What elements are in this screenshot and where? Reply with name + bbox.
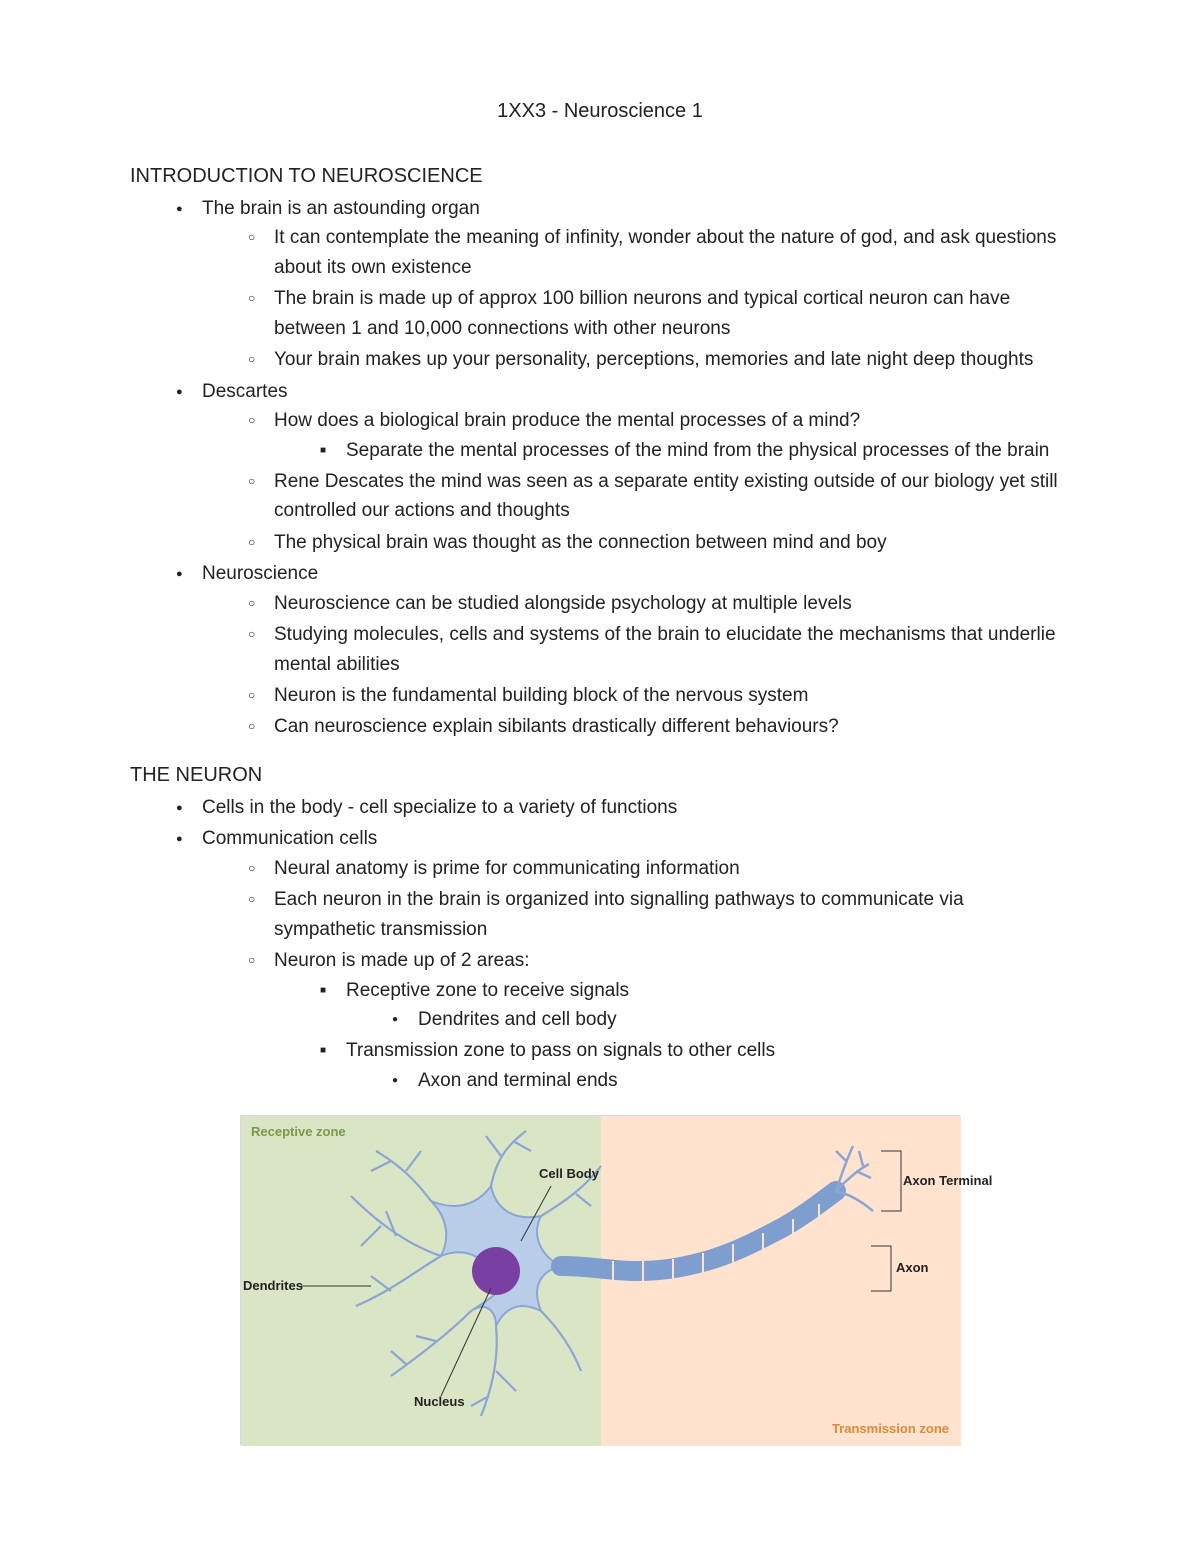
list-text: Transmission zone to pass on signals to … [346, 1040, 775, 1061]
list-item: Neuron is the fundamental building block… [248, 681, 1070, 710]
list-text: Communication cells [202, 828, 377, 849]
label-axon: Axon [896, 1260, 929, 1275]
neuron-list: Cells in the body - cell specialize to a… [130, 793, 1070, 1095]
list-item: Neuroscience can be studied alongside ps… [248, 589, 1070, 618]
sublist: Separate the mental processes of the min… [274, 436, 1070, 465]
list-item: Cells in the body - cell specialize to a… [176, 793, 1070, 822]
list-item: Rene Descates the mind was seen as a sep… [248, 467, 1070, 526]
section-heading-intro: INTRODUCTION TO NEUROSCIENCE [130, 165, 1070, 188]
list-text: How does a biological brain produce the … [274, 410, 860, 431]
list-item: Dendrites and cell body [392, 1005, 1070, 1034]
label-dendrites: Dendrites [243, 1278, 303, 1293]
list-text: Descartes [202, 381, 288, 402]
label-cell-body: Cell Body [539, 1166, 599, 1181]
sublist: It can contemplate the meaning of infini… [202, 223, 1070, 374]
list-text: The brain is an astounding organ [202, 198, 480, 219]
list-item: Each neuron in the brain is organized in… [248, 885, 1070, 944]
list-item: Studying molecules, cells and systems of… [248, 620, 1070, 679]
list-item: Descartes How does a biological brain pr… [176, 377, 1070, 558]
list-item: The brain is made up of approx 100 billi… [248, 284, 1070, 343]
receptive-zone-label: Receptive zone [251, 1124, 346, 1139]
sublist: Axon and terminal ends [346, 1066, 1070, 1095]
neuron-diagram-svg [241, 1116, 961, 1446]
sublist: Dendrites and cell body [346, 1005, 1070, 1034]
list-item: Neuron is made up of 2 areas: Receptive … [248, 946, 1070, 1095]
list-item: Neural anatomy is prime for communicatin… [248, 854, 1070, 883]
label-nucleus: Nucleus [414, 1394, 465, 1409]
nucleus [472, 1247, 520, 1295]
list-item: It can contemplate the meaning of infini… [248, 223, 1070, 282]
neuron-diagram: Receptive zone Transmission zone Cell Bo… [240, 1115, 960, 1445]
list-item: How does a biological brain produce the … [248, 406, 1070, 465]
sublist: How does a biological brain produce the … [202, 406, 1070, 557]
list-item: Communication cells Neural anatomy is pr… [176, 824, 1070, 1095]
list-item: Your brain makes up your personality, pe… [248, 345, 1070, 374]
list-text: Neuron is made up of 2 areas: [274, 950, 530, 971]
list-item: Separate the mental processes of the min… [320, 436, 1070, 465]
list-text: Receptive zone to receive signals [346, 980, 629, 1001]
transmission-zone-bg [601, 1116, 961, 1446]
sublist: Neural anatomy is prime for communicatin… [202, 854, 1070, 1096]
list-item: Axon and terminal ends [392, 1066, 1070, 1095]
list-item: Neuroscience Neuroscience can be studied… [176, 559, 1070, 742]
list-item: The physical brain was thought as the co… [248, 528, 1070, 557]
sublist: Neuroscience can be studied alongside ps… [202, 589, 1070, 742]
page-title: 1XX3 - Neuroscience 1 [130, 100, 1070, 123]
list-item: Transmission zone to pass on signals to … [320, 1036, 1070, 1095]
transmission-zone-label: Transmission zone [832, 1421, 949, 1436]
neuron-diagram-wrap: Receptive zone Transmission zone Cell Bo… [130, 1115, 1070, 1451]
sublist: Receptive zone to receive signals Dendri… [274, 976, 1070, 1096]
list-text: Neuroscience [202, 563, 318, 584]
label-axon-terminal: Axon Terminal [903, 1173, 992, 1188]
list-item: Receptive zone to receive signals Dendri… [320, 976, 1070, 1035]
document-page: 1XX3 - Neuroscience 1 INTRODUCTION TO NE… [0, 0, 1200, 1553]
section-heading-neuron: THE NEURON [130, 764, 1070, 787]
list-item: Can neuroscience explain sibilants drast… [248, 712, 1070, 741]
list-item: The brain is an astounding organ It can … [176, 194, 1070, 375]
intro-list: The brain is an astounding organ It can … [130, 194, 1070, 742]
